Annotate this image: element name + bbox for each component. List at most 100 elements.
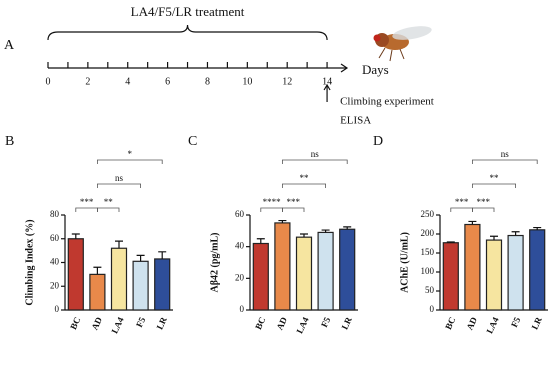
- error-bar: [93, 266, 102, 275]
- significance-bracket: [75, 207, 98, 212]
- bar: [132, 260, 149, 311]
- axis-arrow: [340, 63, 349, 73]
- x-tick-label: LA4: [109, 315, 125, 335]
- significance-label: *: [128, 149, 133, 159]
- significance-label: ****: [263, 197, 282, 207]
- significance-bracket: [97, 207, 120, 212]
- timeline-title: LA4/F5/LR treatment: [131, 4, 245, 19]
- y-tick-label: 0: [430, 304, 435, 314]
- error-bar: [533, 226, 542, 230]
- significance-bracket: [450, 207, 473, 212]
- significance-label: ***: [455, 197, 469, 207]
- bar: [317, 231, 334, 311]
- bar: [274, 222, 291, 311]
- x-tick-label: LR: [155, 315, 170, 331]
- y-tick-label: 40: [235, 241, 245, 251]
- significance-bracket: [282, 183, 326, 188]
- bar: [339, 228, 356, 311]
- error-bar: [278, 219, 287, 223]
- x-tick-label: F5: [134, 315, 147, 329]
- x-tick-label: AD: [275, 315, 290, 331]
- brace: [47, 24, 328, 41]
- error-bar: [136, 254, 145, 262]
- error-bar: [343, 226, 352, 230]
- x-tick-label: BC: [443, 315, 457, 331]
- bar: [442, 242, 459, 311]
- arrow-head: [323, 83, 331, 91]
- y-tick-label: 60: [235, 209, 245, 219]
- panel-label: A: [4, 38, 15, 53]
- error-bar: [71, 233, 80, 239]
- bar: [507, 234, 524, 311]
- significance-bracket: [472, 207, 495, 212]
- x-tick-label: LR: [530, 315, 545, 331]
- significance-label: ns: [311, 149, 320, 159]
- x-tick-label: 10: [242, 76, 252, 87]
- x-tick-label: LR: [340, 315, 355, 331]
- significance-bracket: [97, 159, 163, 164]
- significance-label: **: [490, 173, 500, 183]
- error-bar: [490, 235, 498, 241]
- y-tick-label: 100: [421, 266, 435, 276]
- x-tick-label: 0: [46, 76, 51, 87]
- error-bar: [115, 240, 123, 249]
- x-tick-label: BC: [68, 315, 82, 331]
- x-tick-label: 14: [322, 76, 332, 87]
- y-tick-label: 50: [425, 285, 435, 295]
- annotation: ELISA: [340, 115, 371, 127]
- y-axis-label: AChE (U/mL): [399, 232, 410, 293]
- y-tick-label: 250: [421, 209, 435, 219]
- y-tick-label: 150: [421, 247, 435, 257]
- error-bar: [158, 251, 167, 259]
- significance-label: ***: [476, 197, 490, 207]
- x-tick-label: 12: [282, 76, 292, 87]
- significance-bracket: [97, 183, 141, 188]
- x-tick-label: 8: [205, 76, 210, 87]
- y-tick-label: 0: [240, 304, 245, 314]
- significance-bracket: [472, 159, 538, 164]
- bar: [295, 236, 313, 311]
- significance-label: ***: [80, 197, 94, 207]
- significance-label: **: [300, 173, 310, 183]
- y-tick-label: 80: [50, 209, 60, 219]
- error-bar: [511, 231, 520, 236]
- significance-label: ***: [286, 197, 300, 207]
- y-tick-label: 20: [50, 280, 60, 290]
- significance-bracket: [282, 159, 348, 164]
- bar: [110, 247, 128, 311]
- y-axis-label: Climbing Index (%): [24, 219, 35, 305]
- x-tick-label: LA4: [484, 315, 500, 335]
- x-tick-label: AD: [90, 315, 105, 331]
- error-bar: [300, 233, 308, 238]
- y-axis-label: Aβ42 (pg/mL): [209, 233, 220, 293]
- panel-label: B: [5, 134, 14, 149]
- y-tick-label: 40: [50, 257, 60, 267]
- significance-label: **: [104, 197, 114, 207]
- error-bar: [468, 220, 477, 225]
- x-tick-label: F5: [509, 315, 522, 329]
- annotation: Climbing experiment: [340, 96, 434, 108]
- x-tick-label: 4: [125, 76, 130, 87]
- y-tick-label: 200: [421, 228, 435, 238]
- error-bar: [256, 238, 265, 244]
- y-tick-label: 60: [50, 233, 60, 243]
- x-axis-label: Days: [362, 62, 389, 77]
- x-tick-label: LA4: [294, 315, 310, 335]
- significance-bracket: [472, 183, 516, 188]
- significance-bracket: [260, 207, 283, 212]
- x-tick-label: BC: [253, 315, 267, 331]
- bar: [252, 242, 269, 311]
- x-tick-label: 6: [165, 76, 170, 87]
- bar: [485, 239, 503, 311]
- significance-bracket: [282, 207, 305, 212]
- panel-label: D: [373, 134, 383, 149]
- panel-label: C: [188, 134, 197, 149]
- bar: [154, 258, 171, 311]
- x-tick-label: F5: [319, 315, 332, 329]
- significance-label: ns: [115, 173, 124, 183]
- bar: [89, 273, 106, 311]
- x-tick-label: AD: [465, 315, 480, 331]
- x-tick-label: 2: [85, 76, 90, 87]
- bar: [67, 238, 84, 311]
- y-tick-label: 0: [55, 304, 60, 314]
